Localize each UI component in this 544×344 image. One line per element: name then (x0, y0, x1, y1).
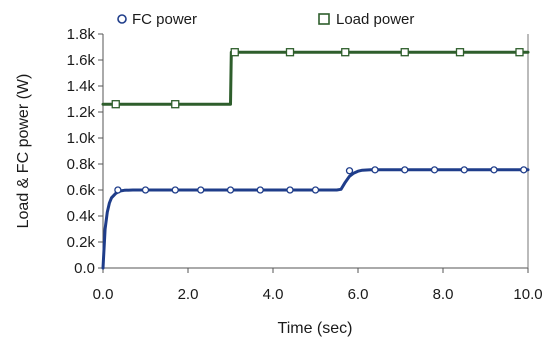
x-axis-title: Time (sec) (278, 320, 353, 337)
x-tick-label: 6.0 (348, 286, 369, 303)
data-point-fc-power (114, 186, 122, 194)
data-point-fc-power (430, 166, 439, 174)
legend-label-load-power: Load power (336, 11, 414, 28)
legend-label-fc-power: FC power (132, 11, 197, 28)
legend-marker-load-power (318, 13, 330, 25)
series-line-load-power (101, 50, 530, 106)
y-tick-label: 0.4k (67, 208, 96, 225)
x-tick-label: 2.0 (178, 286, 199, 303)
y-tick-label: 0.0 (74, 260, 95, 277)
x-tick-label: 8.0 (433, 286, 454, 303)
x-tick-label: 4.0 (263, 286, 284, 303)
data-point-fc-power (345, 167, 354, 175)
data-point-fc-power (197, 186, 205, 194)
data-point-fc-power (460, 166, 468, 174)
data-point-fc-power (171, 186, 179, 194)
data-point-load-power (111, 100, 120, 109)
y-tick-label: 0.6k (67, 182, 96, 199)
data-point-fc-power (141, 186, 150, 194)
x-tick-label: 10.0 (513, 286, 542, 303)
y-tick-label: 1.4k (67, 78, 96, 95)
data-point-load-power (285, 48, 295, 57)
x-tick-label: 0.0 (93, 286, 114, 303)
data-point-fc-power (226, 186, 235, 194)
data-point-load-power (400, 48, 409, 57)
data-point-fc-power (311, 186, 320, 194)
data-point-fc-power (490, 166, 498, 174)
y-tick-label: 1.2k (67, 104, 96, 121)
data-point-fc-power (401, 166, 409, 174)
data-point-load-power (515, 48, 524, 57)
series (101, 48, 530, 270)
data-point-fc-power (520, 166, 528, 174)
legend-marker-fc-power (117, 14, 127, 24)
data-point-load-power (341, 48, 350, 57)
plot-frame (102, 34, 529, 269)
series-line-fc-power (101, 168, 530, 270)
y-axis-title: Load & FC power (W) (15, 74, 32, 229)
y-tick-label: 1.8k (67, 26, 96, 43)
data-point-fc-power (286, 186, 294, 194)
data-point-fc-power (371, 166, 379, 174)
data-point-load-power (230, 48, 239, 57)
y-tick-label: 1.6k (67, 52, 96, 69)
data-point-load-power (171, 100, 180, 109)
y-tick-label: 1.0k (67, 130, 96, 147)
data-point-load-power (455, 48, 465, 57)
y-tick-label: 0.8k (67, 156, 96, 173)
y-tick-label: 0.2k (67, 234, 96, 251)
data-point-fc-power (256, 186, 264, 194)
ticks: 0.0 0.2k 0.4k 0.6k 0.8k 1.0k 1.2k 1.4k 1.6k 1.8k 0… (67, 26, 543, 303)
legend: FC power Load power (117, 11, 414, 28)
